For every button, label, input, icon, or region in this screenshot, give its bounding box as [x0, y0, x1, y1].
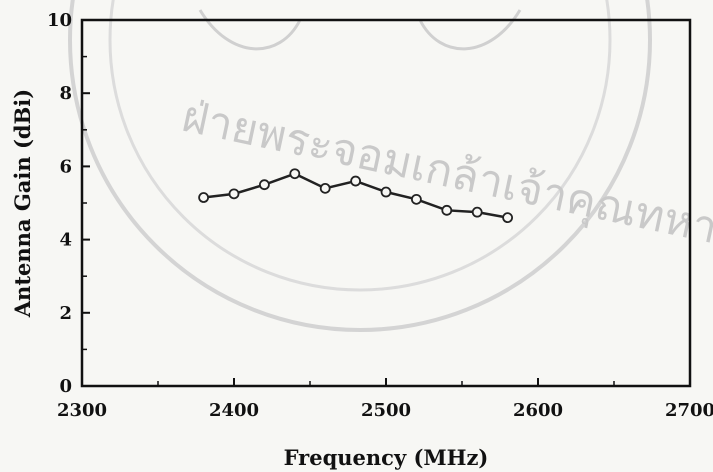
data-point	[441, 204, 453, 216]
y-axis-title: Antenna Gain (dBi)	[10, 89, 35, 318]
data-point	[471, 206, 483, 218]
x-tick-label: 2500	[361, 400, 411, 421]
y-tick-label: 6	[59, 156, 72, 177]
watermark-text: ฝ่ายพระจอมเกล้าเจ้าคุณทหาร	[178, 91, 713, 260]
data-point	[228, 188, 240, 200]
x-tick-label: 2300	[57, 400, 107, 421]
series-layer	[198, 168, 514, 224]
y-tick-label: 4	[59, 230, 72, 251]
data-point	[258, 179, 270, 191]
y-tick-label: 2	[59, 303, 72, 324]
y-tick-label: 8	[59, 83, 72, 104]
data-point	[198, 192, 210, 203]
x-tick-label: 2600	[513, 400, 563, 421]
data-point	[380, 186, 392, 198]
data-point	[502, 212, 514, 224]
watermark-seal: ฝ่ายพระจอมเกล้าเจ้าคุณทหาร	[68, 0, 713, 332]
y-tick-label: 0	[59, 376, 72, 397]
x-tick-label: 2400	[209, 400, 259, 421]
y-tick-label: 10	[47, 10, 72, 31]
data-point	[350, 175, 362, 187]
data-point	[289, 168, 301, 180]
axes: 2300 2400 2500 2600 2700 0 2 4 6 8 10	[47, 10, 713, 421]
data-point	[319, 182, 331, 194]
data-point	[410, 193, 422, 205]
x-tick-label: 2700	[665, 400, 713, 421]
x-axis-title: Frequency (MHz)	[284, 445, 489, 470]
